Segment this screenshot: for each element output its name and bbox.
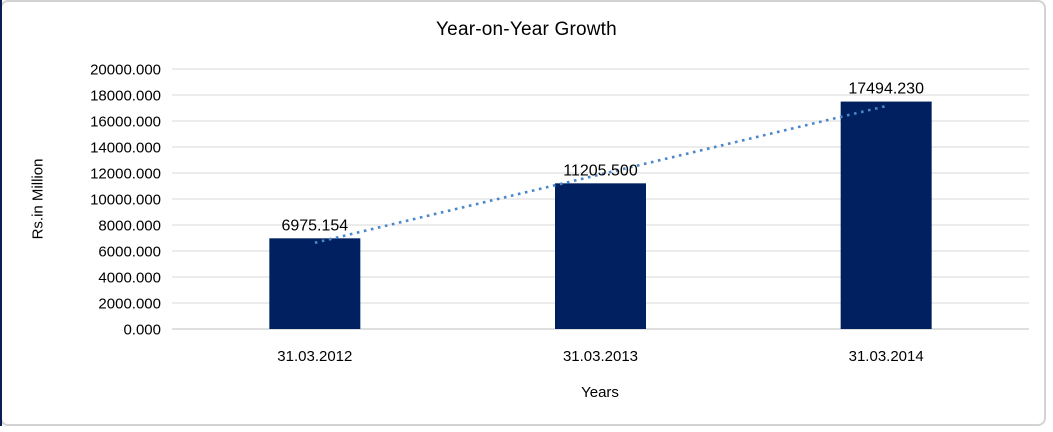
y-tick-label: 8000.000 xyxy=(98,218,161,235)
y-tick-label: 16000.000 xyxy=(90,114,161,131)
x-category-label: 31.03.2012 xyxy=(277,348,352,365)
chart-title: Year-on-Year Growth xyxy=(436,19,617,40)
bar-data-label: 11205.500 xyxy=(563,162,638,179)
y-tick-label: 10000.000 xyxy=(90,192,161,209)
x-category-label: 31.03.2013 xyxy=(563,348,638,365)
bar-data-label: 6975.154 xyxy=(281,217,348,234)
y-tick-label: 18000.000 xyxy=(90,88,161,105)
x-category-label: 31.03.2014 xyxy=(849,348,924,365)
bar xyxy=(840,101,932,329)
y-tick-label: 20000.000 xyxy=(90,62,161,79)
y-tick-label: 14000.000 xyxy=(90,140,161,157)
bar-data-label: 17494.230 xyxy=(848,81,924,98)
y-tick-label: 4000.000 xyxy=(98,270,161,287)
bar xyxy=(555,183,646,329)
y-tick-label: 6000.000 xyxy=(98,244,161,261)
bar xyxy=(269,238,361,329)
y-tick-label: 0.000 xyxy=(123,322,161,339)
y-tick-label: 12000.000 xyxy=(90,166,161,183)
y-axis-title: Rs.in Million xyxy=(29,158,47,240)
left-edge-border xyxy=(0,0,2,426)
x-axis-title: Years xyxy=(581,384,619,401)
y-tick-label: 2000.000 xyxy=(98,296,161,313)
